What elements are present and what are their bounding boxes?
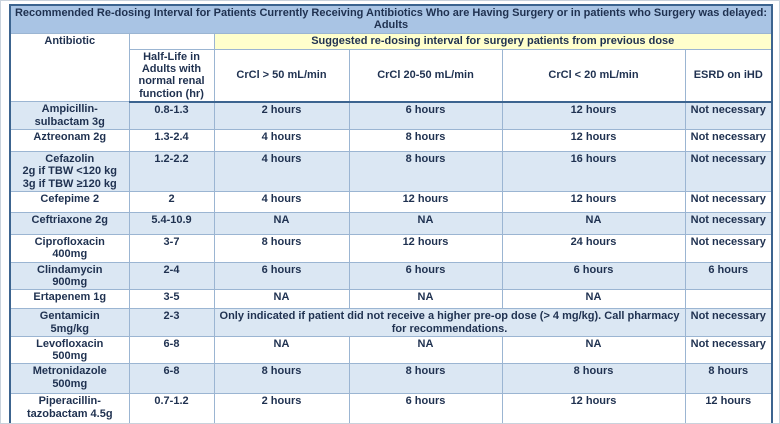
dose-interval-cell: 6 hours [501, 261, 686, 291]
column-header-crcl-lt-20: CrCl < 20 mL/min [501, 48, 686, 103]
half-life-cell: 3-5 [128, 289, 215, 310]
dose-interval-cell: 8 hours [348, 129, 503, 152]
antibiotic-cell: Ertapenem 1g [9, 289, 130, 310]
table-row: Clindamycin 900mg 2-4 6 hours 6 hours 6 hour… [9, 261, 773, 291]
antibiotic-cell: Gentamicin 5mg/kg [9, 308, 130, 337]
banner-row: Antibiotic Suggested re-dosing interval … [9, 32, 773, 103]
half-life-cell: 2 [128, 190, 215, 213]
half-life-cell: 6-8 [128, 363, 215, 395]
column-header-row: Half-Life in Adults with normal renal fu… [10, 48, 773, 103]
dose-interval-cell: Not necessary [684, 190, 773, 213]
table-row: Ciprofloxacin 400mg 3-7 8 hours 12 hours 24 … [9, 233, 773, 263]
dose-interval-cell: 4 hours [213, 151, 350, 192]
table-title: Recommended Re-dosing Interval for Patie… [9, 4, 773, 34]
half-life-cell: 0.7-1.2 [128, 393, 215, 423]
half-life-cell: 1.3-2.4 [128, 129, 215, 152]
dose-interval-cell: Not necessary [684, 101, 773, 130]
dose-interval-cell: 24 hours [501, 233, 686, 263]
table-row: Aztreonam 2g 1.3-2.4 4 hours 8 hours 12 hour… [9, 129, 773, 152]
column-header-esrd-ihd: ESRD on iHD [684, 48, 773, 103]
suggested-interval-banner: Suggested re-dosing interval for surgery… [213, 32, 773, 50]
dose-interval-cell: NA [213, 211, 350, 235]
half-life-cell: 5.4-10.9 [128, 211, 215, 235]
dose-interval-cell: NA [348, 335, 503, 365]
antibiotic-cell: Cefazolin 2g if TBW <120 kg 3g if TBW ≥1… [9, 151, 130, 192]
half-life-cell: 2-3 [128, 308, 215, 337]
table-row: Cefazolin 2g if TBW <120 kg 3g if TBW ≥1… [9, 151, 773, 192]
dose-interval-cell: 12 hours [684, 393, 773, 423]
half-life-cell: 6-8 [128, 335, 215, 365]
dose-interval-cell: NA [213, 289, 350, 310]
dose-interval-cell: 12 hours [501, 190, 686, 213]
dose-interval-cell: 12 hours [348, 190, 503, 213]
antibiotic-cell: Aztreonam 2g [9, 129, 130, 152]
note-cell: Only indicated if patient did not receiv… [213, 308, 686, 337]
table-row: Levofloxacin 500mg 6-8 NA NA NA Not necessary [9, 335, 773, 365]
column-header-crcl-20-50: CrCl 20-50 mL/min [348, 48, 503, 103]
dose-interval-cell: 8 hours [684, 363, 773, 395]
dose-interval-cell: 8 hours [213, 233, 350, 263]
dose-interval-cell: NA [348, 289, 503, 310]
dose-interval-cell: 12 hours [501, 129, 686, 152]
half-life-cell: 1.2-2.2 [128, 151, 215, 192]
table-row: Gentamicin 5mg/kg 2-3 Only indicated if pa… [9, 308, 773, 337]
dose-interval-cell: NA [501, 289, 686, 310]
dose-interval-cell: 8 hours [213, 363, 350, 395]
table-row: Piperacillin- tazobactam 4.5g 0.7-1.2 2 ho… [9, 393, 773, 423]
dose-interval-cell: 4 hours [213, 129, 350, 152]
dose-interval-cell: 12 hours [501, 101, 686, 130]
antibiotic-cell: Ciprofloxacin 400mg [9, 233, 130, 263]
column-header-half-life: Half-Life in Adults with normal renal fu… [128, 48, 215, 103]
table-row: Ampicillin- sulbactam 3g 0.8-1.3 2 hours 6 … [9, 101, 773, 130]
table-row: Metronidazole 500mg 6-8 8 hours 8 hours 8 ho… [9, 363, 773, 395]
dose-interval-cell: 6 hours [348, 393, 503, 423]
dose-interval-cell: Not necessary [684, 233, 773, 263]
dose-interval-cell: 6 hours [348, 101, 503, 130]
dose-interval-cell: 8 hours [348, 363, 503, 395]
antibiotic-cell: Cefepime 2 [9, 190, 130, 213]
antibiotic-cell: Metronidazole 500mg [9, 363, 130, 395]
column-header-crcl-gt-50: CrCl > 50 mL/min [213, 48, 350, 103]
dose-interval-cell: 2 hours [213, 393, 350, 423]
dose-interval-cell: Not necessary [684, 129, 773, 152]
half-life-cell: 0.8-1.3 [128, 101, 215, 130]
dose-interval-cell: 4 hours [213, 190, 350, 213]
dose-interval-cell: 2 hours [213, 101, 350, 130]
antibiotic-cell: Ampicillin- sulbactam 3g [9, 101, 130, 130]
dose-interval-cell: Not necessary [684, 151, 773, 192]
dose-interval-cell: 16 hours [501, 151, 686, 192]
dose-interval-cell [684, 289, 773, 310]
table-body: Ampicillin- sulbactam 3g 0.8-1.3 2 hours 6 … [9, 101, 773, 423]
dose-interval-cell: Not necessary [684, 335, 773, 365]
redosing-table: Recommended Re-dosing Interval for Patie… [9, 4, 773, 423]
empty-header-cell [128, 32, 215, 50]
dose-interval-cell: 12 hours [501, 393, 686, 423]
dose-interval-cell: 8 hours [501, 363, 686, 395]
antibiotic-cell: Ceftriaxone 2g [9, 211, 130, 235]
dose-interval-cell: NA [501, 211, 686, 235]
column-header-antibiotic: Antibiotic [9, 32, 130, 103]
dose-interval-cell: Not necessary [684, 211, 773, 235]
title-row: Recommended Re-dosing Interval for Patie… [9, 4, 773, 34]
half-life-cell: 2-4 [128, 261, 215, 291]
dose-interval-cell: 8 hours [348, 151, 503, 192]
table-row: Ertapenem 1g 3-5 NA NA NA [9, 289, 773, 310]
antibiotic-cell: Clindamycin 900mg [9, 261, 130, 291]
dose-interval-cell: 12 hours [348, 233, 503, 263]
dose-interval-cell: Not necessary [684, 308, 773, 337]
dose-interval-cell: NA [213, 335, 350, 365]
antibiotic-cell: Piperacillin- tazobactam 4.5g [9, 393, 130, 423]
half-life-cell: 3-7 [128, 233, 215, 263]
dose-interval-cell: 6 hours [348, 261, 503, 291]
table-row: Ceftriaxone 2g 5.4-10.9 NA NA NA Not necessar… [9, 211, 773, 235]
antibiotic-cell: Levofloxacin 500mg [9, 335, 130, 365]
dose-interval-cell: 6 hours [684, 261, 773, 291]
dose-interval-cell: NA [348, 211, 503, 235]
dose-interval-cell: NA [501, 335, 686, 365]
dose-interval-cell: 6 hours [213, 261, 350, 291]
